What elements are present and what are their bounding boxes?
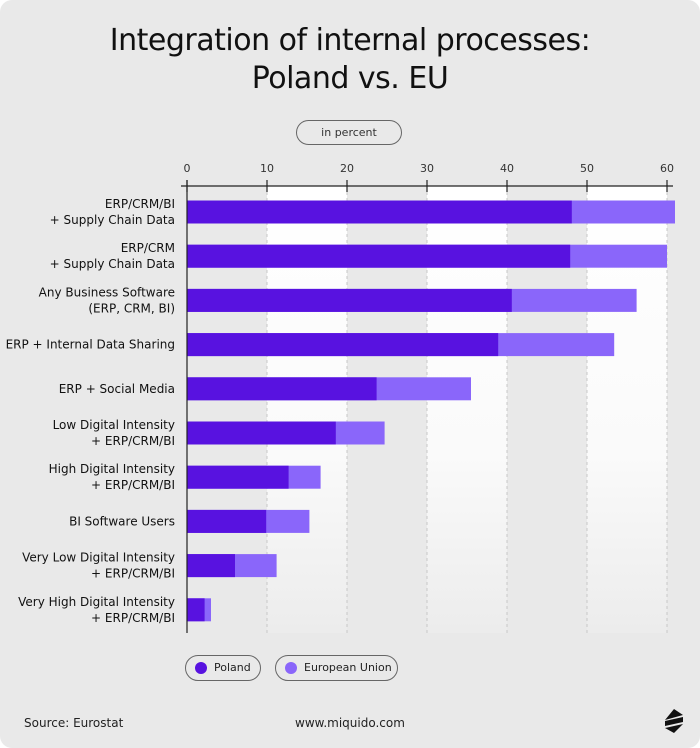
- unit-label: in percent: [296, 120, 402, 145]
- category-label: Very Low Digital Intensity: [22, 551, 175, 565]
- legend-eu: European Union: [275, 655, 398, 681]
- category-label: + ERP/CRM/BI: [91, 567, 175, 581]
- title-line-2: Poland vs. EU: [251, 61, 449, 96]
- category-label: ERP + Social Media: [59, 382, 175, 396]
- category-label: Low Digital Intensity: [53, 418, 175, 432]
- bar-poland: [187, 244, 571, 268]
- legend-swatch-poland: [195, 662, 207, 674]
- category-label: ERP/CRM: [121, 241, 175, 255]
- category-label: + Supply Chain Data: [50, 257, 175, 271]
- x-tick-label: 60: [660, 162, 674, 175]
- bar-poland: [187, 509, 267, 533]
- category-label: + ERP/CRM/BI: [91, 434, 175, 448]
- x-tick-label: 40: [500, 162, 514, 175]
- bar-poland: [187, 377, 377, 401]
- chart-title: Integration of internal processes: Polan…: [0, 22, 700, 98]
- bar-poland: [187, 465, 289, 489]
- legend-swatch-eu: [285, 662, 297, 674]
- bar-poland: [187, 421, 336, 445]
- title-line-1: Integration of internal processes:: [109, 23, 591, 58]
- legend-label-eu: European Union: [304, 661, 392, 674]
- bar-poland: [187, 288, 512, 312]
- x-tick-label: 0: [184, 162, 191, 175]
- x-tick-label: 30: [420, 162, 434, 175]
- bar-poland: [187, 200, 572, 224]
- category-label: + Supply Chain Data: [50, 213, 175, 227]
- category-label: + ERP/CRM/BI: [91, 478, 175, 492]
- category-label: + ERP/CRM/BI: [91, 611, 175, 625]
- category-label: BI Software Users: [69, 514, 175, 528]
- category-label: (ERP, CRM, BI): [88, 301, 175, 315]
- category-label: High Digital Intensity: [49, 462, 175, 476]
- legend-poland: Poland: [185, 655, 261, 681]
- miquido-logo-icon: [665, 709, 683, 733]
- website-link[interactable]: www.miquido.com: [295, 716, 405, 730]
- x-tick-label: 10: [260, 162, 274, 175]
- category-label: Very High Digital Intensity: [18, 595, 175, 609]
- category-label: ERP + Internal Data Sharing: [6, 338, 175, 352]
- bar-poland: [187, 333, 499, 357]
- x-tick-label: 50: [580, 162, 594, 175]
- category-label: ERP/CRM/BI: [105, 197, 175, 211]
- x-tick-label: 20: [340, 162, 354, 175]
- source-note: Source: Eurostat: [24, 716, 124, 730]
- bar-poland: [187, 554, 235, 578]
- bar-poland: [187, 598, 205, 622]
- legend-label-poland: Poland: [214, 661, 251, 674]
- category-label: Any Business Software: [39, 285, 175, 299]
